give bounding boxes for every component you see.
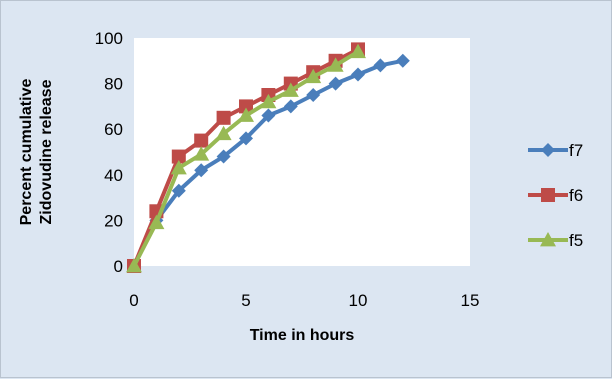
data-point-f6 (216, 110, 231, 125)
data-point-f5 (260, 93, 277, 109)
data-point-f6 (194, 133, 209, 148)
y-tick-label: 40 (104, 166, 123, 185)
data-point-f5 (305, 68, 322, 84)
data-point-f7 (194, 163, 209, 178)
y-axis-ticks: 0 20 40 60 80 100 (95, 29, 123, 276)
data-point-f7 (171, 183, 186, 198)
series-f5 (126, 43, 366, 273)
legend-marker (540, 232, 556, 247)
data-point-f5 (193, 146, 210, 161)
legend-item-f5: f5 (528, 231, 583, 250)
y-axis-title-line-1: Percent cumulative (18, 79, 35, 226)
data-point-f7 (306, 88, 321, 102)
legend-label: f5 (569, 231, 583, 250)
y-axis-title-line-2: Zidovudine release (38, 79, 55, 224)
y-tick-label: 60 (104, 120, 123, 139)
x-tick-label: 10 (349, 291, 368, 310)
data-point-f7 (239, 131, 253, 146)
y-tick-label: 100 (95, 29, 123, 48)
y-tick-label: 0 (114, 257, 123, 276)
x-tick-label: 0 (129, 291, 138, 310)
x-tick-label: 15 (461, 291, 480, 310)
y-tick-label: 80 (104, 75, 123, 94)
x-tick-label: 5 (241, 291, 250, 310)
data-point-f7 (351, 67, 365, 82)
data-point-f7 (283, 99, 298, 114)
legend-item-f7: f7 (528, 141, 583, 160)
y-axis-title: Percent cumulative Zidovudine release (18, 79, 55, 226)
x-axis-ticks: 0 5 10 15 (129, 291, 479, 310)
data-point-f7 (328, 76, 343, 91)
y-tick-label: 20 (104, 211, 123, 230)
data-point-f5 (327, 57, 344, 72)
legend: f7 f6 f5 (528, 141, 583, 250)
data-point-f6 (171, 149, 186, 164)
series-layer (126, 42, 410, 273)
legend-marker (541, 188, 555, 202)
data-point-f7 (395, 53, 410, 68)
x-axis-title: Time in hours (250, 327, 355, 344)
legend-item-f6: f6 (528, 186, 583, 205)
data-point-f5 (215, 125, 232, 141)
legend-label: f6 (569, 186, 583, 205)
data-point-f7 (216, 149, 231, 164)
legend-label: f7 (569, 141, 583, 160)
data-point-f5 (126, 258, 142, 273)
data-point-f7 (373, 58, 388, 73)
data-point-f5 (170, 159, 187, 175)
data-point-f5 (238, 107, 254, 122)
data-point-f6 (239, 99, 253, 114)
data-point-f5 (350, 43, 366, 59)
data-point-f5 (282, 82, 299, 97)
data-point-f7 (261, 108, 276, 123)
legend-marker (541, 143, 555, 157)
data-point-f5 (148, 214, 165, 230)
